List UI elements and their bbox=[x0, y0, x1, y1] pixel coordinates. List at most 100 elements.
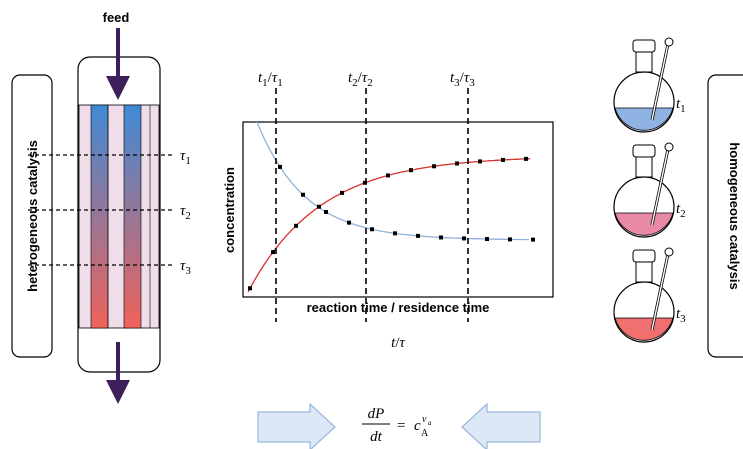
symbol: τ2 bbox=[180, 203, 191, 222]
tau: τ bbox=[464, 70, 470, 86]
dot bbox=[393, 231, 397, 236]
dot bbox=[439, 235, 443, 240]
hollow-arrow bbox=[461, 402, 541, 449]
slash: / bbox=[460, 70, 465, 86]
dot bbox=[363, 180, 367, 185]
t-sub: 3 bbox=[454, 77, 460, 89]
label-box bbox=[707, 74, 743, 358]
time-label: t3/τ3 bbox=[450, 70, 475, 89]
axis-symbol: t/τ bbox=[391, 335, 405, 351]
dot bbox=[248, 286, 252, 291]
eq-sup-sub: a bbox=[428, 419, 432, 427]
liquid bbox=[614, 317, 674, 341]
plot-frame bbox=[242, 121, 554, 298]
symbol-sub: 1 bbox=[185, 155, 191, 167]
tau-sub: 1 bbox=[277, 77, 283, 89]
dot bbox=[324, 209, 328, 214]
eq-sup: ν bbox=[422, 414, 427, 425]
liquid bbox=[614, 212, 674, 236]
symbol-base: τ bbox=[180, 258, 186, 274]
dot bbox=[531, 237, 535, 242]
tau-sub: 2 bbox=[367, 77, 373, 89]
denominator: dt bbox=[370, 429, 383, 445]
tube bbox=[90, 104, 109, 329]
stopper bbox=[632, 249, 656, 263]
symbol-base: τ bbox=[180, 203, 186, 219]
dot bbox=[432, 164, 436, 169]
flask bbox=[613, 37, 675, 133]
neck bbox=[635, 51, 653, 73]
dot bbox=[271, 250, 275, 255]
t: t bbox=[348, 70, 353, 86]
symbol-sub: 2 bbox=[680, 208, 686, 220]
dot bbox=[455, 161, 459, 166]
rod-top bbox=[664, 247, 674, 257]
t-sub: 2 bbox=[352, 77, 358, 89]
tau: τ bbox=[272, 70, 278, 86]
symbol-sub: 3 bbox=[680, 313, 686, 325]
symbol-base: t bbox=[676, 306, 681, 322]
y-axis-label: concentration bbox=[222, 167, 237, 253]
rod-top bbox=[664, 142, 674, 152]
neck bbox=[635, 261, 653, 283]
symbol-base: t bbox=[676, 96, 681, 112]
symbol: τ3 bbox=[180, 258, 191, 277]
dot bbox=[416, 233, 420, 238]
t: t bbox=[450, 70, 455, 86]
equals: = bbox=[397, 418, 405, 434]
symbol: t1 bbox=[676, 96, 686, 115]
t: t bbox=[258, 70, 263, 86]
time-label: t1/τ1 bbox=[258, 70, 283, 89]
dot bbox=[386, 173, 390, 178]
dot bbox=[294, 223, 298, 228]
slash: / bbox=[268, 70, 273, 86]
time-label: t2/τ2 bbox=[348, 70, 373, 89]
stopper bbox=[632, 144, 656, 158]
symbol-base: t bbox=[676, 201, 681, 217]
tube bbox=[123, 104, 142, 329]
dot bbox=[347, 220, 351, 225]
eq-base: c bbox=[414, 418, 421, 434]
symbol-sub: 2 bbox=[185, 210, 191, 222]
dot bbox=[370, 227, 374, 232]
symbol-base: τ bbox=[180, 148, 186, 164]
dot bbox=[301, 192, 305, 197]
hollow-arrow bbox=[257, 402, 336, 449]
feed-label: feed bbox=[103, 10, 130, 25]
equation: dP dt = c A ν a bbox=[362, 406, 432, 445]
rod-inner bbox=[651, 148, 669, 226]
dot bbox=[524, 156, 528, 161]
slash: / bbox=[358, 70, 363, 86]
rod-top bbox=[664, 37, 674, 47]
x-axis-label: reaction time / residence time bbox=[307, 300, 490, 315]
symbol-sub: 1 bbox=[680, 103, 686, 115]
liquid bbox=[614, 107, 674, 131]
left-label: heterogeneous catalysis bbox=[25, 140, 40, 292]
dot bbox=[462, 236, 466, 241]
dot bbox=[317, 204, 321, 209]
symbol: t3 bbox=[676, 306, 686, 325]
label-box bbox=[11, 74, 53, 358]
right-label: homogeneous catalysis bbox=[727, 142, 742, 289]
dot bbox=[501, 157, 505, 162]
eq-sub: A bbox=[421, 428, 429, 439]
neck bbox=[635, 156, 653, 178]
symbol: t2 bbox=[676, 201, 686, 220]
t-sub: 1 bbox=[262, 77, 268, 89]
stopper bbox=[632, 39, 656, 53]
dot bbox=[485, 237, 489, 242]
flask bbox=[613, 247, 675, 343]
dot bbox=[478, 159, 482, 164]
symbol-sub: 3 bbox=[185, 265, 191, 277]
numerator: dP bbox=[368, 406, 385, 422]
flask bbox=[613, 142, 675, 238]
rod-inner bbox=[651, 43, 669, 121]
dot bbox=[340, 190, 344, 195]
symbol: τ1 bbox=[180, 148, 191, 167]
tau: τ bbox=[362, 70, 368, 86]
rod-inner bbox=[651, 253, 669, 331]
dot bbox=[278, 164, 282, 169]
dot bbox=[409, 168, 413, 173]
tau-sub: 3 bbox=[469, 77, 475, 89]
